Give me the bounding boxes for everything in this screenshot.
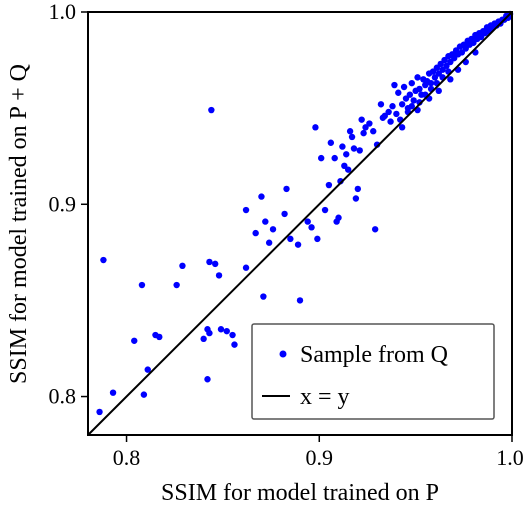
data-point (348, 133, 356, 141)
data-point (215, 272, 223, 279)
x-tick-label: 0.9 (306, 445, 334, 470)
data-point (312, 124, 319, 131)
data-point (109, 389, 117, 396)
legend: Sample from Q x = y (251, 323, 495, 420)
data-point (304, 218, 311, 225)
data-point (325, 181, 333, 189)
x-tick-label: 1.0 (496, 445, 524, 470)
y-axis-label: SSIM for model trained on P + Q (6, 64, 32, 384)
data-point (173, 281, 180, 289)
x-axis-label: SSIM for model trained on P (161, 480, 439, 506)
data-point (229, 331, 236, 339)
data-point (260, 293, 267, 300)
data-point (208, 106, 215, 114)
reference-line-layer (87, 11, 513, 436)
legend-label-line: x = y (300, 384, 350, 410)
data-point (242, 264, 250, 271)
data-point (206, 329, 213, 337)
data-point (200, 335, 207, 343)
data-point (144, 366, 151, 373)
data-point (321, 206, 329, 214)
x-axis-label-text: SSIM for model trained on P (161, 480, 439, 506)
x-tick-label: 0.8 (113, 445, 141, 470)
data-point (391, 81, 398, 89)
data-point (366, 120, 373, 127)
data-point (358, 116, 365, 123)
data-point (400, 83, 408, 91)
data-point (296, 297, 304, 304)
points-layer (96, 10, 514, 416)
data-point (360, 129, 367, 137)
data-point (204, 376, 211, 383)
data-point (331, 154, 338, 162)
data-point (385, 108, 392, 116)
data-point (138, 281, 146, 289)
data-point (416, 85, 423, 93)
data-point (269, 226, 277, 233)
data-point (352, 195, 360, 202)
plot-frame (87, 11, 513, 436)
data-point (258, 193, 265, 200)
data-point (156, 333, 163, 341)
data-point (370, 128, 377, 135)
y-axis-ticks: 0.8 0.9 1.0 (49, 0, 88, 409)
data-point (387, 118, 394, 125)
reference-line (87, 11, 513, 436)
legend-label-scatter: Sample from Q (300, 342, 448, 368)
data-point (393, 110, 400, 118)
data-point (435, 87, 442, 95)
data-point (406, 91, 414, 98)
data-point (262, 218, 269, 225)
data-point (408, 103, 415, 110)
data-point (287, 235, 294, 243)
data-point (398, 101, 406, 108)
data-point (410, 97, 417, 104)
y-tick-label: 1.0 (49, 0, 77, 24)
data-point (242, 206, 250, 214)
data-point (344, 166, 352, 173)
data-point (350, 145, 358, 152)
data-point (346, 128, 354, 135)
data-point (206, 258, 213, 266)
data-point (294, 241, 302, 248)
data-point (356, 147, 363, 154)
data-point (343, 151, 350, 158)
data-point (447, 76, 454, 83)
data-point (217, 326, 225, 333)
data-point (408, 79, 415, 87)
data-point (371, 226, 379, 233)
data-point (281, 210, 288, 218)
data-point (96, 408, 103, 416)
y-axis-label-text: SSIM for model trained on P + Q (6, 64, 32, 384)
data-point (389, 103, 396, 110)
data-point (327, 139, 335, 146)
y-tick-label: 0.8 (49, 384, 77, 409)
data-point (318, 154, 325, 162)
data-point (252, 229, 259, 237)
data-point (212, 260, 219, 268)
data-point (131, 337, 138, 344)
data-point (223, 327, 230, 335)
data-point (283, 185, 290, 193)
data-point (231, 341, 238, 348)
data-point (414, 74, 421, 81)
data-point (100, 256, 107, 264)
data-point (179, 262, 186, 269)
data-point (308, 224, 315, 231)
data-point (339, 143, 346, 150)
data-point (395, 89, 402, 96)
data-point (398, 124, 406, 131)
data-point (335, 214, 342, 221)
legend-box (251, 323, 495, 420)
data-point (354, 185, 362, 193)
data-point (427, 79, 435, 87)
x-axis-ticks: 0.8 0.9 1.0 (113, 435, 524, 470)
data-point (140, 391, 148, 398)
data-point (314, 235, 321, 243)
data-point (265, 239, 273, 246)
legend-marker-scatter (279, 350, 287, 358)
data-point (377, 101, 385, 108)
y-tick-label: 0.9 (49, 191, 77, 216)
